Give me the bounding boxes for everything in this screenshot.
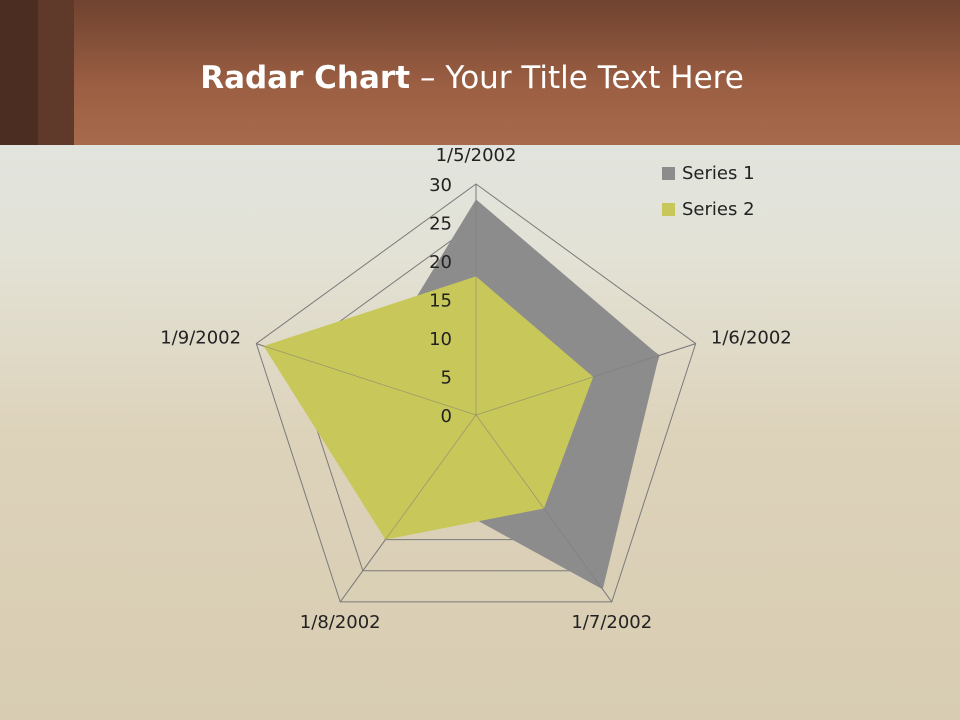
category-label: 1/6/2002 xyxy=(711,328,792,349)
radar-area xyxy=(263,276,594,540)
decoration xyxy=(38,0,74,145)
y-tick-label: 5 xyxy=(441,368,452,389)
category-label: 1/8/2002 xyxy=(300,612,381,633)
y-tick-label: 10 xyxy=(429,329,452,350)
title-rest: – Your Title Text Here xyxy=(420,60,744,96)
category-label: 1/7/2002 xyxy=(571,612,652,633)
grid-line xyxy=(255,183,697,603)
legend-label: Series 1 xyxy=(682,163,755,184)
spoke xyxy=(256,343,477,416)
y-tick-label: 0 xyxy=(441,406,452,427)
legend-swatch xyxy=(662,167,675,180)
spoke xyxy=(475,414,613,603)
spoke xyxy=(339,414,477,603)
category-label: 1/9/2002 xyxy=(160,328,241,349)
y-tick-label: 20 xyxy=(429,252,452,273)
spoke xyxy=(475,343,696,416)
y-tick-label: 15 xyxy=(429,291,452,312)
title-bold: Radar Chart xyxy=(200,60,411,96)
y-tick-label: 30 xyxy=(429,175,452,196)
legend-swatch xyxy=(662,203,675,216)
y-tick-label: 25 xyxy=(429,214,452,235)
title-bar xyxy=(0,0,960,145)
decoration xyxy=(0,0,38,145)
category-label: 1/5/2002 xyxy=(436,145,517,166)
slide-title: Radar Chart – Your Title Text Here xyxy=(0,60,944,96)
legend-label: Series 2 xyxy=(682,199,755,220)
